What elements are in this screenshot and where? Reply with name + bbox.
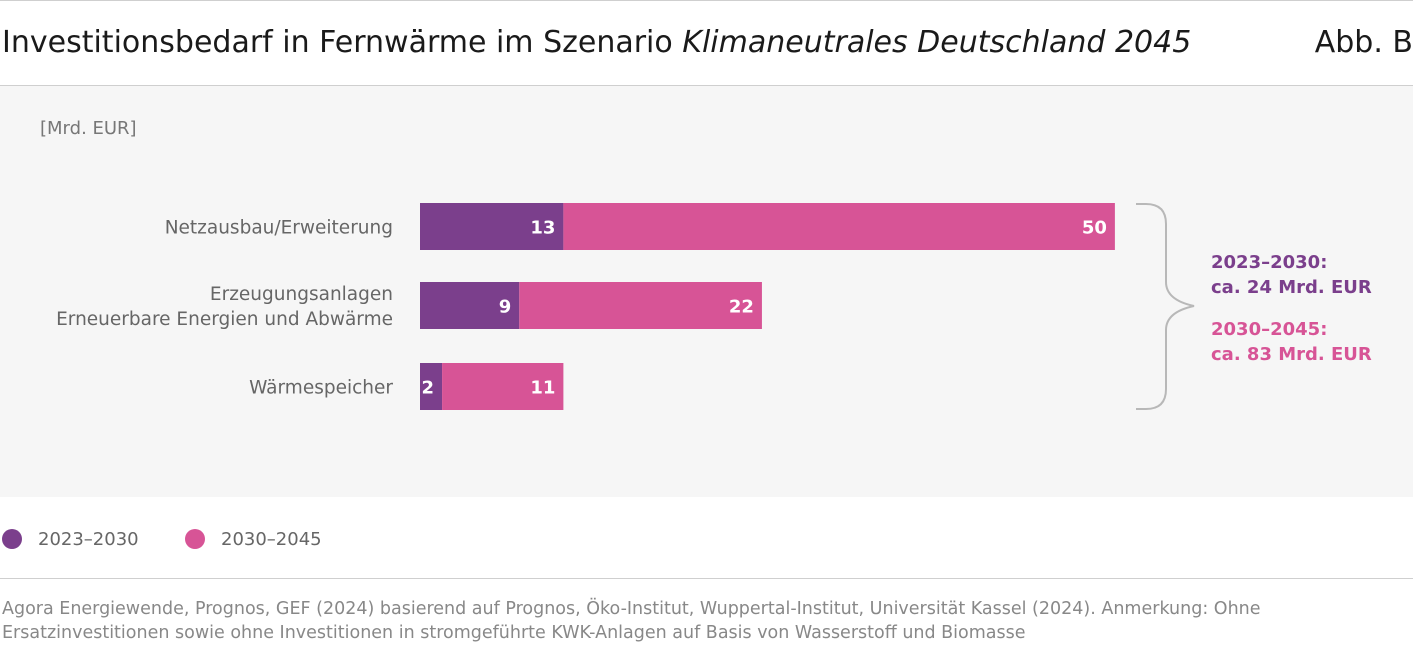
category-label-erzeugungsanlagen-line-1: Erzeugungsanlagen <box>210 284 393 305</box>
source-note: Agora Energiewende, Prognos, GEF (2024) … <box>2 599 1261 643</box>
unit-label: [Mrd. EUR] <box>40 118 137 139</box>
figure-number: Abb. B <box>1314 25 1413 60</box>
legend-label-2030-2045: 2030–2045 <box>221 528 322 550</box>
annotation-2023-2030-line-1: 2023–2030: <box>1211 252 1327 273</box>
data-label-erzeugungsanlagen-2030-2045: 22 <box>729 297 754 318</box>
curly-bracket <box>1136 203 1195 410</box>
category-label-wärmespeicher: Wärmespeicher <box>249 378 393 399</box>
legend-item-2023-2030: 2023–2030 <box>2 522 139 556</box>
category-label-erzeugungsanlagen-line-2: Erneuerbare Energien und Abwärme <box>56 309 393 330</box>
bar-erzeugungsanlagen-2023-2030 <box>420 282 520 329</box>
chart-title-plain: Investitionsbedarf in Fernwärme im Szena… <box>2 25 683 60</box>
data-label-wärmespeicher-2023-2030: 2 <box>422 378 435 399</box>
data-label-netzausbau-erweiterung-2023-2030: 13 <box>530 218 555 239</box>
header: Investitionsbedarf in Fernwärme im Szena… <box>0 0 1413 85</box>
legend-dot-2023-2030 <box>2 529 22 549</box>
legend-item-2030-2045: 2030–2045 <box>185 522 322 556</box>
legend-label-2023-2030: 2023–2030 <box>38 528 139 550</box>
annotation-2023-2030-line-2: ca. 24 Mrd. EUR <box>1211 277 1372 298</box>
title-rule <box>0 85 1413 86</box>
bar-wärmespeicher-2030-2045 <box>442 363 564 410</box>
annotation-2030-2045-line-2: ca. 83 Mrd. EUR <box>1211 344 1372 365</box>
chart-title: Investitionsbedarf in Fernwärme im Szena… <box>2 25 1191 60</box>
data-label-erzeugungsanlagen-2023-2030: 9 <box>499 297 512 318</box>
chart-title-italic: Klimaneutrales Deutschland 2045 <box>682 25 1192 60</box>
annotation-2030-2045-line-1: 2030–2045: <box>1211 319 1327 340</box>
source-rule <box>0 578 1413 579</box>
data-label-netzausbau-erweiterung-2030-2045: 50 <box>1082 218 1107 239</box>
data-label-wärmespeicher-2030-2045: 11 <box>530 378 555 399</box>
bar-wärmespeicher-2023-2030 <box>420 363 443 410</box>
top-rule <box>0 0 1413 1</box>
category-label-netzausbau-erweiterung: Netzausbau/Erweiterung <box>165 218 393 239</box>
legend-dot-2030-2045 <box>185 529 205 549</box>
bar-erzeugungsanlagen-2030-2045 <box>519 282 762 329</box>
bar-netzausbau-erweiterung-2030-2045 <box>563 203 1115 250</box>
bar-netzausbau-erweiterung-2023-2030 <box>420 203 564 250</box>
